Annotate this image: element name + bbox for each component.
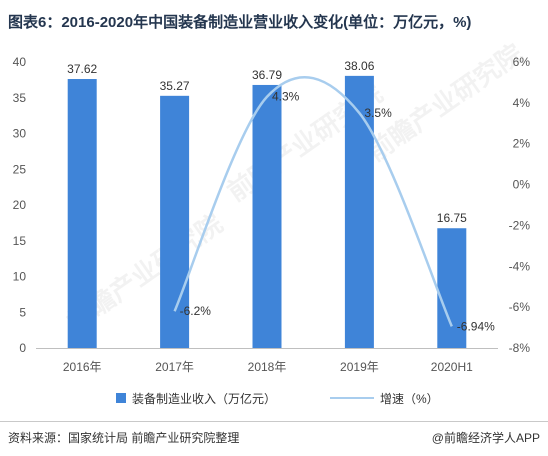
source-note: 资料来源：国家统计局 前瞻产业研究院整理: [8, 431, 240, 445]
y-left-tick-label: 5: [19, 305, 26, 319]
y-left-tick-label: 35: [13, 91, 27, 105]
x-tick-label: 2019年: [340, 360, 379, 374]
y-right-tick-label: -2%: [509, 218, 531, 232]
y-left-tick-label: 0: [19, 341, 26, 355]
y-left-tick-label: 40: [13, 55, 27, 69]
bar: [160, 95, 190, 349]
bar-value-label: 37.62: [67, 62, 97, 76]
legend-swatch-bar: [116, 393, 126, 403]
bar-value-label: 38.06: [344, 59, 374, 73]
bar-value-label: 16.75: [437, 211, 467, 225]
x-tick-label: 2020H1: [431, 360, 473, 374]
credit-note: @前瞻经济学人APP: [431, 431, 540, 445]
footer-divider: [0, 421, 548, 422]
x-tick-label: 2018年: [248, 360, 287, 374]
line-value-label: 3.5%: [364, 106, 392, 120]
y-left-tick-label: 30: [13, 127, 27, 141]
legend-item-revenue: 装备制造业收入（万亿元）: [116, 391, 277, 406]
y-left-tick-label: 10: [13, 270, 27, 284]
y-right-tick-label: 2%: [513, 137, 531, 151]
legend-label-growth: 增速（%）: [380, 391, 439, 406]
bar: [67, 79, 97, 348]
y-right-tick-label: -8%: [509, 341, 531, 355]
y-right-tick-label: 0%: [513, 178, 531, 192]
legend-swatch-line: [330, 397, 374, 399]
bar-value-label: 35.27: [160, 79, 190, 93]
y-right-tick-label: -4%: [509, 259, 531, 273]
legend-label-revenue: 装备制造业收入（万亿元）: [132, 391, 277, 406]
growth-line: [173, 75, 453, 327]
y-left-tick-label: 20: [13, 198, 27, 212]
x-tick-label: 2017年: [155, 360, 194, 374]
bar: [344, 75, 374, 348]
line-value-label: 4.3%: [272, 90, 300, 104]
y-right-tick-label: -6%: [509, 300, 531, 314]
chart-canvas: 前瞻产业研究院前瞻产业研究院前瞻产业研究院0510152025303540-8%…: [13, 38, 531, 374]
bar: [252, 84, 282, 348]
x-tick-label: 2016年: [63, 360, 102, 374]
line-value-label: -6.2%: [180, 304, 212, 318]
y-left-tick-label: 25: [13, 162, 27, 176]
bar: [437, 228, 467, 348]
bar-value-label: 36.79: [252, 68, 282, 82]
line-value-label: -6.94%: [457, 319, 495, 333]
legend-item-growth: 增速（%）: [330, 391, 439, 406]
y-left-tick-label: 15: [13, 234, 27, 248]
chart-title: 图表6：2016-2020年中国装备制造业营业收入变化(单位：万亿元，%): [8, 14, 472, 31]
y-right-tick-label: 6%: [513, 55, 531, 69]
y-right-tick-label: 4%: [513, 96, 531, 110]
